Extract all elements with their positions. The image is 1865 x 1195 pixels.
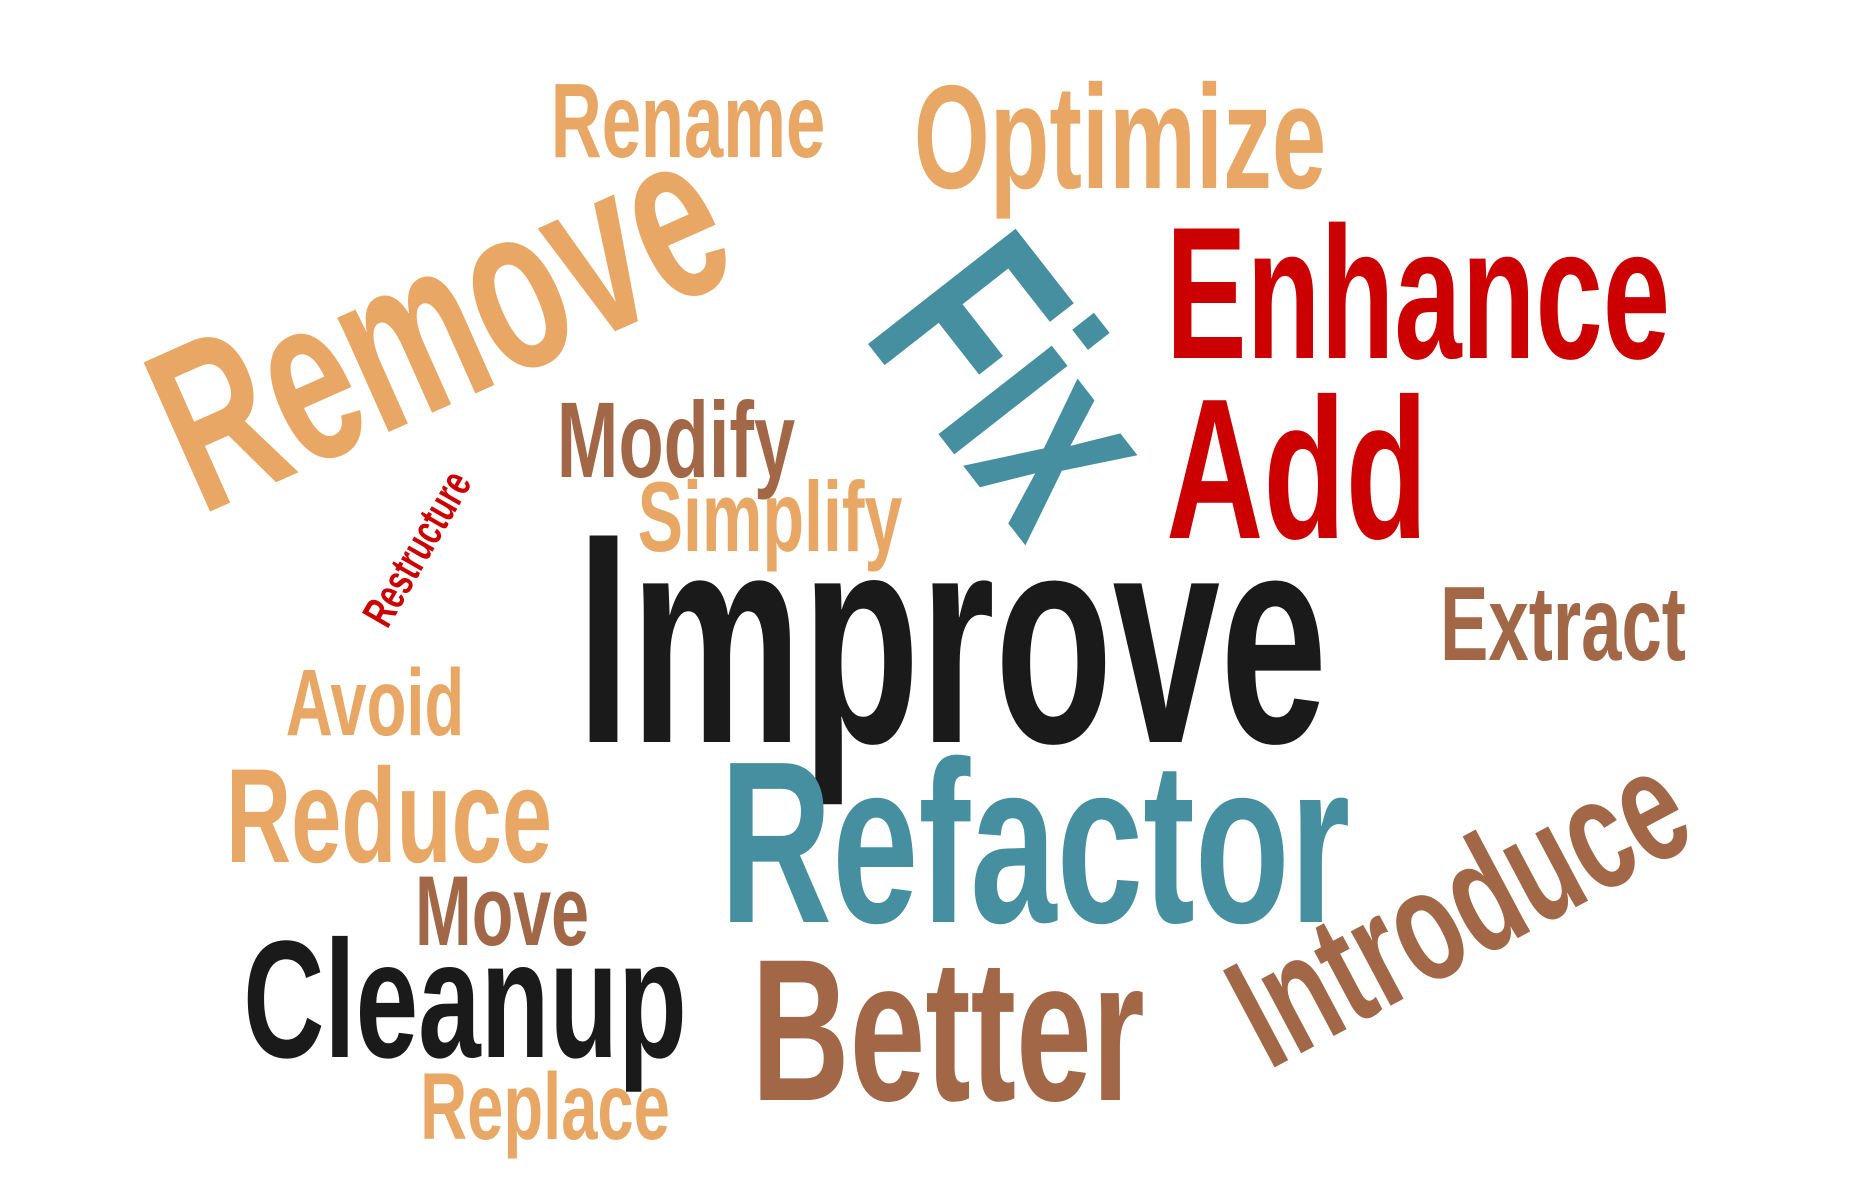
word-rename: Rename bbox=[551, 63, 826, 181]
word-reduce: Reduce bbox=[226, 741, 552, 891]
word-enhance: Enhance bbox=[1166, 188, 1670, 399]
word-modify: Modify bbox=[557, 379, 795, 500]
word-replace: Replace bbox=[420, 1054, 670, 1160]
word-refactor: Refactor bbox=[720, 713, 1350, 971]
word-optimize: Optimize bbox=[914, 55, 1326, 220]
word-extract: Extract bbox=[1440, 566, 1686, 684]
word-avoid: Avoid bbox=[286, 650, 464, 756]
word-move: Move bbox=[415, 856, 589, 967]
word-improve: Improve bbox=[577, 472, 1328, 806]
word-better: Better bbox=[751, 917, 1144, 1143]
word-simplify: Simplify bbox=[638, 462, 903, 573]
word-cleanup: Cleanup bbox=[243, 907, 687, 1094]
word-add: Add bbox=[1166, 358, 1428, 581]
